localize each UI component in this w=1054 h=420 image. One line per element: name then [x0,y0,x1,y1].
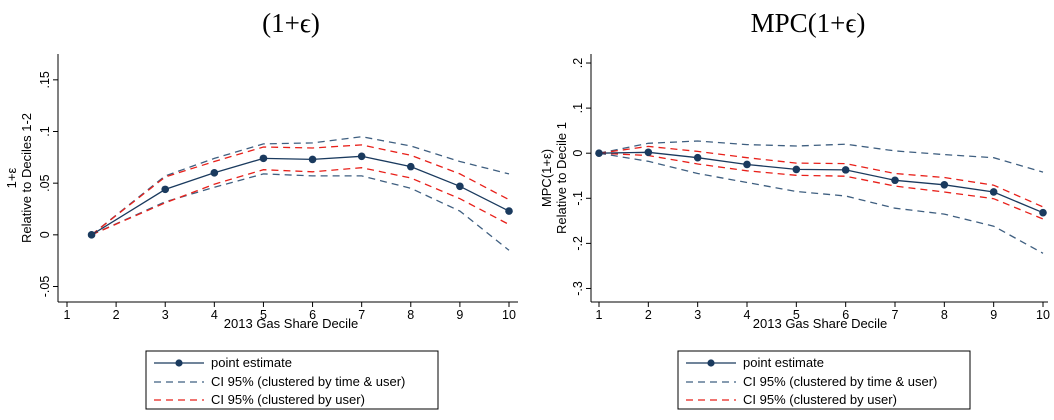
left-panel-title: (1+ϵ) [262,8,320,38]
right-plot-area [595,140,1047,254]
point-estimate-marker [693,153,702,162]
x-tick-label: 9 [990,308,997,322]
right-legend-label-point: point estimate [743,355,824,370]
x-tick-label: 7 [358,308,365,322]
point-estimate-marker [595,149,603,157]
x-tick-label: 8 [407,308,414,322]
y-tick-label: -.2 [571,236,585,251]
left-legend-box [145,350,439,410]
right-legend-box [677,350,971,410]
y-tick-label: .1 [38,126,52,136]
ci-user-upper-line [598,145,1044,208]
x-tick-label: 6 [309,308,316,322]
point-estimate-marker [259,154,268,163]
x-tick-label: 3 [162,308,169,322]
x-tick-label: 7 [892,308,899,322]
left-x-axis-label: 2013 Gas Share Decile [224,316,358,331]
right-legend-label-ci-user: CI 95% (clustered by user) [743,392,897,407]
x-tick-label: 1 [64,308,71,322]
ci-time-user-lower-line [598,152,1044,254]
left-plot-area [87,136,513,251]
right-y-axis-label-line2: Relative to Decile 1 [554,122,569,234]
right-legend-label-ci-time-user: CI 95% (clustered by time & user) [743,374,937,389]
left-legend-label-ci-time-user: CI 95% (clustered by time & user) [211,374,405,389]
point-estimate-marker [989,188,998,196]
right-chart-panel: MPC(1+ϵ) 1 2 3 4 5 6 7 8 9 10 -.3 -.2 -.1 0 .1 .2 2013 … [539,8,1050,410]
ci-time-user-upper-line [598,140,1044,173]
y-tick-label: 0 [571,150,585,157]
point-estimate-marker [87,231,96,239]
point-estimate-marker [891,176,899,185]
point-estimate-marker [357,152,366,161]
point-estimate-marker [456,182,464,191]
x-tick-label: 10 [502,308,516,322]
right-legend-point-marker [707,359,715,367]
x-tick-label: 8 [941,308,948,322]
right-x-axis-label: 2013 Gas Share Decile [753,316,887,331]
point-estimate-marker [1039,208,1047,217]
left-legend-point-marker [175,359,183,367]
point-estimate-marker [308,155,317,164]
x-tick-label: 3 [694,308,701,322]
x-tick-label: 2 [645,308,652,322]
x-tick-label: 5 [793,308,800,322]
right-panel-title: MPC(1+ϵ) [751,8,866,38]
ci-user-upper-line [91,144,510,236]
point-estimate-line [598,151,1044,214]
y-tick-label: -.05 [38,276,52,298]
left-legend-label-point: point estimate [211,355,292,370]
y-tick-label: 0 [38,231,52,238]
left-axis-ticks: 1 2 3 4 5 6 7 8 9 10 -.05 0 .05 .1 .15 [38,71,516,322]
y-tick-label: .2 [571,58,585,68]
point-estimate-line [91,155,510,236]
x-tick-label: 10 [1036,308,1050,322]
point-estimate-marker [743,160,751,169]
right-legend: point estimate CI 95% (clustered by time… [677,350,971,410]
point-estimate-marker [406,162,415,171]
left-chart-panel: (1+ϵ) 1 2 3 4 5 6 7 8 9 10 -.05 0 .05 .1 .15 2013 Gas … [4,8,518,410]
y-tick-label: -.1 [571,191,585,206]
left-y-axis-label-line1: 1+ε [4,167,19,188]
left-y-axis-label-line2: Relative to Deciles 1-2 [19,113,34,243]
point-estimate-marker [644,148,653,157]
x-tick-label: 4 [211,308,218,322]
ci-user-lower-line [598,152,1044,220]
x-tick-label: 2 [113,308,120,322]
x-tick-label: 4 [744,308,751,322]
point-estimate-marker [505,207,513,215]
ci-time-user-lower-line [91,173,510,251]
ci-user-lower-line [91,167,510,236]
y-tick-label: -.3 [571,281,585,296]
y-tick-label: .05 [38,174,52,191]
point-estimate-marker [210,169,219,177]
right-y-axis-label-line1: MPC(1+ε) [539,149,554,207]
x-tick-label: 6 [842,308,849,322]
point-estimate-marker [792,165,801,174]
point-estimate-marker [161,185,170,194]
point-estimate-marker [841,166,850,174]
right-axis-ticks: 1 2 3 4 5 6 7 8 9 10 -.3 -.2 -.1 0 .1 .2 [571,58,1050,322]
ci-time-user-upper-line [91,136,510,236]
y-tick-label: .1 [571,103,585,113]
left-legend: point estimate CI 95% (clustered by time… [145,350,439,410]
x-tick-label: 9 [456,308,463,322]
x-tick-label: 5 [260,308,267,322]
y-tick-label: .15 [38,71,52,88]
point-estimate-marker [940,180,949,189]
x-tick-label: 1 [596,308,603,322]
left-legend-label-ci-user: CI 95% (clustered by user) [211,392,365,407]
